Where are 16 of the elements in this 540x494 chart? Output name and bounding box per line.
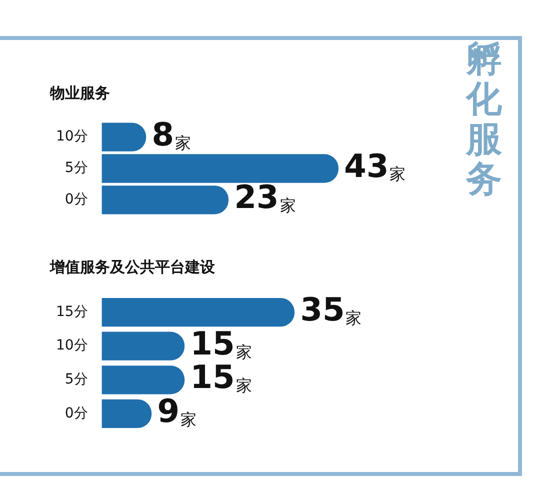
chart-title: 物业服务 [50,84,110,102]
data-label: 9家 [157,392,197,430]
data-label: 35家 [300,290,362,329]
data-label: 43家 [344,146,406,185]
y-tick-label: 5分 [64,160,88,176]
y-tick-label: 5分 [64,372,88,388]
y-tick-label: 10分 [56,128,88,145]
y-tick-label: 0分 [64,192,88,208]
text: 孵化服务 [464,39,503,200]
chart-title: 增值服务及公共平台建设 [50,258,216,277]
data-label: 23家 [234,178,296,216]
data-label: 8家 [152,115,192,154]
y-tick-label: 10分 [56,338,88,354]
y-tick-label: 15分 [56,304,88,320]
y-tick-label: 0分 [64,405,88,422]
data-label: 15家 [190,324,252,362]
